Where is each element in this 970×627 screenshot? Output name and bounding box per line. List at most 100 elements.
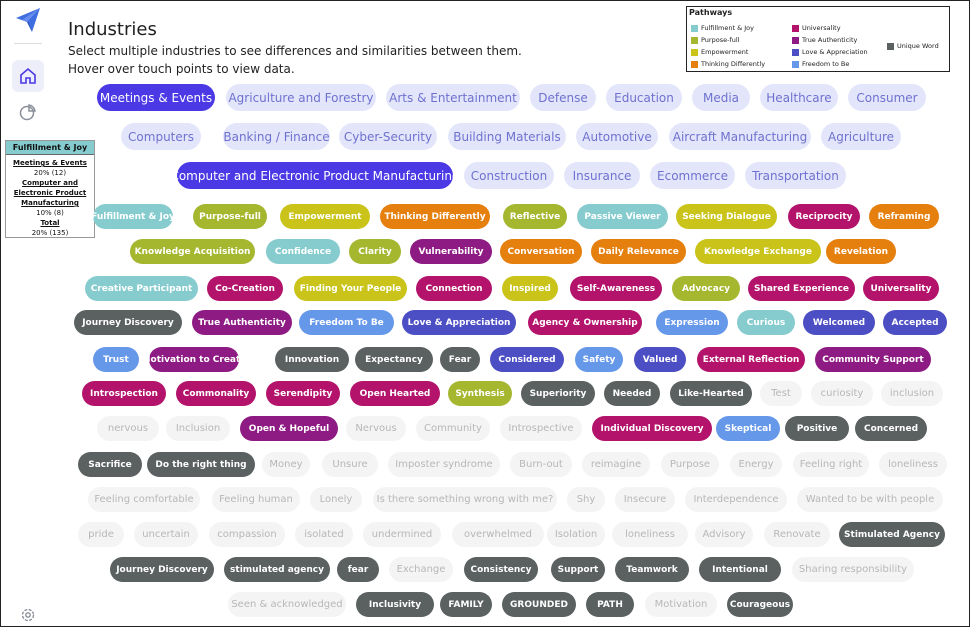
touchpoint-chip[interactable]: Inclusion (166, 416, 230, 441)
touchpoint-chip[interactable]: Motivation to Create (142, 347, 246, 372)
touchpoint-chip[interactable]: Reciprocity (788, 204, 860, 229)
industry-chip[interactable]: Media (692, 84, 750, 111)
touchpoint-chip[interactable]: Welcomed (803, 310, 875, 335)
touchpoint-chip[interactable]: Imposter syndrome (388, 452, 500, 477)
touchpoint-chip[interactable]: Consistency (464, 557, 538, 582)
touchpoint-chip[interactable]: Feeling comfortable (88, 487, 200, 512)
touchpoint-chip[interactable]: inclusion (881, 381, 943, 406)
touchpoint-chip[interactable]: Journey Discovery (110, 557, 214, 582)
touchpoint-chip[interactable]: Nervous (346, 416, 406, 441)
touchpoint-chip[interactable]: Inspired (502, 276, 558, 301)
touchpoint-chip[interactable]: Fulfillment & Joy (91, 204, 175, 229)
touchpoint-chip[interactable]: Serendipity (266, 381, 340, 406)
touchpoint-chip[interactable]: Trust (93, 347, 139, 372)
touchpoint-chip[interactable]: Community (416, 416, 490, 441)
industry-chip[interactable]: Ecommerce (650, 162, 735, 189)
touchpoint-chip[interactable]: Energy (730, 452, 782, 477)
touchpoint-chip[interactable]: Reframing (869, 204, 939, 229)
touchpoint-chip[interactable]: Seeking Dialogue (676, 204, 777, 229)
touchpoint-chip[interactable]: Skeptical (716, 416, 780, 441)
touchpoint-chip[interactable]: Intentional (699, 557, 781, 582)
touchpoint-chip[interactable]: Expression (656, 310, 728, 335)
touchpoint-chip[interactable]: Agency & Ownership (528, 310, 642, 335)
touchpoint-chip[interactable]: Revelation (826, 239, 896, 264)
touchpoint-chip[interactable]: loneliness (879, 452, 947, 477)
industry-chip[interactable]: Automotive (576, 123, 658, 150)
industry-chip[interactable]: Education (606, 84, 682, 111)
touchpoint-chip[interactable]: Individual Discovery (592, 416, 712, 441)
touchpoint-chip[interactable]: Concerned (855, 416, 927, 441)
touchpoint-chip[interactable]: compassion (209, 522, 285, 547)
touchpoint-chip[interactable]: Positive (785, 416, 849, 441)
industry-chip[interactable]: Banking / Finance (223, 123, 330, 150)
touchpoint-chip[interactable]: Fear (440, 347, 480, 372)
industry-chip[interactable]: Agriculture and Forestry (226, 84, 376, 111)
touchpoint-chip[interactable]: GROUNDED (502, 592, 576, 617)
paper-plane-logo-icon[interactable] (14, 6, 42, 34)
touchpoint-chip[interactable]: Knowledge Acquisition (130, 239, 255, 264)
touchpoint-chip[interactable]: Superiority (521, 381, 595, 406)
touchpoint-chip[interactable]: Connection (416, 276, 492, 301)
touchpoint-chip[interactable]: Advisory (695, 522, 753, 547)
industry-chip[interactable]: Cyber-Security (339, 123, 437, 150)
industry-chip[interactable]: Computer and Electronic Product Manufact… (170, 162, 460, 189)
touchpoint-chip[interactable]: Money (262, 452, 310, 477)
touchpoint-chip[interactable]: Synthesis (448, 381, 512, 406)
touchpoint-chip[interactable]: stimulated agency (224, 557, 330, 582)
industry-chip[interactable]: Building Materials (448, 123, 566, 150)
touchpoint-chip[interactable]: Purpose (661, 452, 719, 477)
industry-chip[interactable]: Insurance (564, 162, 640, 189)
touchpoint-chip[interactable]: nervous (97, 416, 159, 441)
touchpoint-chip[interactable]: Curious (737, 310, 795, 335)
touchpoint-chip[interactable]: Test (760, 381, 802, 406)
industry-chip[interactable]: Aircraft Manufacturing (669, 123, 811, 150)
touchpoint-chip[interactable]: isolated (295, 522, 353, 547)
touchpoint-chip[interactable]: Safety (575, 347, 623, 372)
industry-chip[interactable]: Arts & Entertainment (386, 84, 520, 111)
touchpoint-chip[interactable]: Inclusivity (356, 592, 434, 617)
touchpoint-chip[interactable]: Unsure (322, 452, 378, 477)
touchpoint-chip[interactable]: Community Support (815, 347, 931, 372)
touchpoint-chip[interactable]: Introspection (82, 381, 166, 406)
touchpoint-chip[interactable]: Renovate (764, 522, 830, 547)
touchpoint-chip[interactable]: Motivation (645, 592, 717, 617)
touchpoint-chip[interactable]: Feeling human (212, 487, 300, 512)
touchpoint-chip[interactable]: FAMILY (440, 592, 492, 617)
touchpoint-chip[interactable]: Knowledge Exchange (695, 239, 821, 264)
touchpoint-chip[interactable]: Exchange (389, 557, 453, 582)
touchpoint-chip[interactable]: Thinking Differently (380, 204, 490, 229)
touchpoint-chip[interactable]: Vulnerability (410, 239, 492, 264)
touchpoint-chip[interactable]: Needed (604, 381, 660, 406)
touchpoint-chip[interactable]: Like-Hearted (670, 381, 752, 406)
touchpoint-chip[interactable]: Courageous (727, 592, 793, 617)
touchpoint-chip[interactable]: Valued (634, 347, 686, 372)
touchpoint-chip[interactable]: Open Hearted (350, 381, 440, 406)
industry-chip[interactable]: Agriculture (821, 123, 901, 150)
touchpoint-chip[interactable]: Conversation (500, 239, 582, 264)
industry-chip[interactable]: Healthcare (760, 84, 838, 111)
touchpoint-chip[interactable]: Co-Creation (207, 276, 283, 301)
touchpoint-chip[interactable]: Expectancy (355, 347, 433, 372)
touchpoint-chip[interactable]: Passive Viewer (577, 204, 668, 229)
touchpoint-chip[interactable]: Shared Experience (748, 276, 855, 301)
touchpoint-chip[interactable]: Empowerment (280, 204, 370, 229)
touchpoint-chip[interactable]: Stimulated Agency (839, 522, 945, 547)
touchpoint-chip[interactable]: fear (337, 557, 379, 582)
industry-chip[interactable]: Defense (530, 84, 596, 111)
touchpoint-chip[interactable]: Love & Appreciation (402, 310, 516, 335)
chart-nav-button[interactable] (12, 96, 44, 128)
touchpoint-chip[interactable]: Interdependence (685, 487, 787, 512)
touchpoint-chip[interactable]: Shy (567, 487, 605, 512)
touchpoint-chip[interactable]: Freedom To Be (299, 310, 394, 335)
touchpoint-chip[interactable]: Teamwork (615, 557, 689, 582)
touchpoint-chip[interactable]: Self-Awareness (570, 276, 662, 301)
touchpoint-chip[interactable]: Open & Hopeful (240, 416, 338, 441)
touchpoint-chip[interactable]: Sharing responsibility (792, 557, 914, 582)
industry-chip[interactable]: Consumer (848, 84, 926, 111)
industry-chip[interactable]: Meetings & Events (97, 84, 215, 111)
touchpoint-chip[interactable]: curiosity (811, 381, 873, 406)
touchpoint-chip[interactable]: True Authenticity (192, 310, 292, 335)
touchpoint-chip[interactable]: Daily Relevance (591, 239, 686, 264)
touchpoint-chip[interactable]: Accepted (883, 310, 947, 335)
touchpoint-chip[interactable]: reimagine (582, 452, 650, 477)
